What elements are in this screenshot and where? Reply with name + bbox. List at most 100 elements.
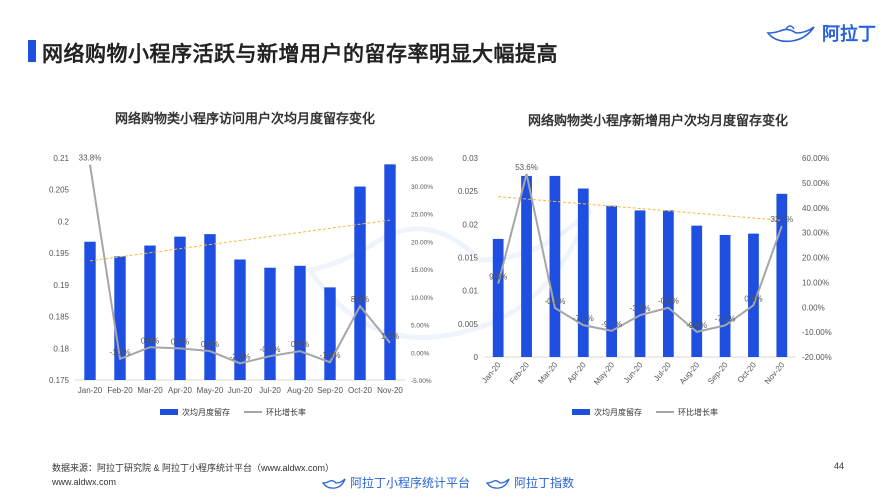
growth-rate-line	[497, 173, 783, 333]
y-right-tick-label: 10.00%	[802, 278, 829, 287]
point-label: -7.3%	[715, 314, 736, 323]
legend-bar-label: 次均月度留存	[594, 407, 642, 417]
y-right-tick-label: 50.00%	[802, 179, 829, 188]
bar	[748, 233, 759, 357]
x-tick-label: Mar-20	[536, 360, 560, 386]
bar	[294, 265, 306, 380]
point-label: -7.2%	[573, 314, 594, 323]
bar	[234, 259, 246, 380]
bar	[384, 164, 396, 380]
x-tick-label: Sep-20	[317, 386, 343, 395]
y-right-tick-label: 35.00%	[411, 156, 433, 163]
growth-rate-line	[89, 164, 391, 365]
lamp-icon	[486, 478, 510, 489]
bar	[144, 245, 156, 380]
y-right-tick-label: 0.00%	[411, 350, 430, 357]
point-label: 53.6%	[515, 163, 538, 172]
brand-logo: 阿拉丁	[766, 18, 876, 48]
lamp-icon	[322, 478, 346, 489]
point-label: 0.2%	[291, 340, 309, 349]
y-right-tick-label: 25.00%	[411, 212, 433, 219]
legend-line-label: 环比增长率	[266, 407, 306, 417]
y-left-tick-label: 0.005	[458, 320, 479, 329]
title-accent-bar	[28, 40, 36, 62]
bar	[204, 234, 216, 380]
y-left-tick-label: 0.2	[58, 217, 70, 226]
y-right-tick-label: -10.00%	[802, 328, 832, 337]
point-label: -0.3%	[544, 297, 565, 306]
y-right-tick-label: 5.00%	[411, 323, 430, 330]
page-title: 网络购物小程序活跃与新增用户的留存率明显大幅提高	[42, 43, 558, 66]
point-label: 32.7%	[770, 215, 793, 224]
bar	[264, 267, 276, 380]
y-left-tick-label: 0.19	[53, 281, 69, 290]
x-tick-label: Jan-20	[78, 386, 103, 395]
x-tick-label: Jul-20	[652, 360, 673, 383]
bar	[577, 188, 589, 357]
trendline	[89, 219, 391, 262]
y-right-tick-label: 60.00%	[802, 154, 829, 163]
y-right-tick-label: 30.00%	[802, 229, 829, 238]
bar	[549, 175, 561, 357]
x-tick-label: Oct-20	[348, 386, 373, 395]
y-left-tick-label: 0.205	[49, 186, 70, 195]
bar	[174, 236, 186, 380]
bar	[521, 175, 532, 357]
y-right-tick-label: 20.00%	[802, 254, 829, 263]
chart-1: 网络购物类小程序访问用户次均月度留存变化 0.21 0.205 0.2 0.195 0.…	[49, 111, 433, 417]
footer-logo-stats: 阿拉丁小程序统计平台	[322, 474, 470, 491]
y-right-tick-label: -20.00%	[802, 353, 832, 362]
y-left-tick-label: 0.21	[53, 154, 69, 163]
x-tick-label: Mar-20	[137, 386, 163, 395]
y-right-tick-label: -5.00%	[411, 378, 432, 385]
x-tick-label: Apr-20	[565, 360, 588, 385]
point-label: 0.8%	[744, 294, 762, 303]
bar	[776, 193, 788, 357]
point-label: -9.5%	[601, 320, 622, 329]
y-right-tick-label: 15.00%	[411, 267, 433, 274]
y-left-tick-label: 0.015	[458, 254, 479, 263]
x-tick-label: Feb-20	[508, 360, 532, 386]
trendline	[498, 196, 782, 221]
y-right-tick-label: 0.00%	[802, 303, 825, 312]
x-tick-label: Apr-20	[168, 386, 193, 395]
bar	[719, 234, 731, 357]
x-tick-label: Sep-20	[706, 360, 730, 386]
y-left-tick-label: 0.03	[462, 154, 478, 163]
point-label: -1.8%	[320, 351, 341, 360]
lamp-icon	[766, 25, 815, 43]
point-label: 8.3%	[351, 295, 369, 304]
legend-bar-label: 次均月度留存	[182, 407, 230, 417]
point-label: 33.8%	[79, 154, 102, 163]
x-tick-label: Nov-20	[763, 360, 787, 386]
point-label: -1.2%	[110, 348, 131, 357]
chart-2-title: 网络购物类小程序新增用户次均月度留存变化	[527, 113, 789, 128]
legend-bar-swatch	[572, 409, 590, 415]
point-label: -3.2%	[630, 304, 651, 313]
bar	[114, 256, 126, 380]
point-label: 9.5%	[489, 273, 507, 282]
bar	[634, 210, 646, 357]
x-tick-label: Aug-20	[678, 360, 702, 386]
legend-line-label: 环比增长率	[678, 407, 718, 417]
x-tick-label: Aug-20	[287, 386, 313, 395]
y-left-tick-label: 0.01	[462, 287, 478, 296]
bar	[691, 225, 703, 357]
y-right-tick-label: 40.00%	[802, 204, 829, 213]
x-tick-label: Nov-20	[377, 386, 403, 395]
footer-logo-stats-text: 阿拉丁小程序统计平台	[350, 476, 471, 490]
point-label: 0.2%	[201, 340, 219, 349]
data-source: 数据来源：阿拉丁研究院 & 阿拉丁小程序统计平台（www.aldwx.com）	[52, 463, 335, 473]
y-left-tick-label: 0.02	[462, 220, 478, 229]
y-left-tick-label: 0.025	[458, 187, 479, 196]
x-tick-label: May-20	[197, 386, 224, 395]
footer-url[interactable]: www.aldwx.com	[52, 477, 117, 487]
bar	[606, 205, 618, 357]
point-label: -9.9%	[686, 321, 707, 330]
point-label: 0.7%	[171, 337, 189, 346]
x-tick-label: Jun-20	[228, 386, 253, 395]
y-right-tick-label: 10.00%	[411, 295, 433, 302]
point-label: 1.7%	[381, 332, 399, 341]
x-tick-label: Oct-20	[736, 360, 759, 385]
